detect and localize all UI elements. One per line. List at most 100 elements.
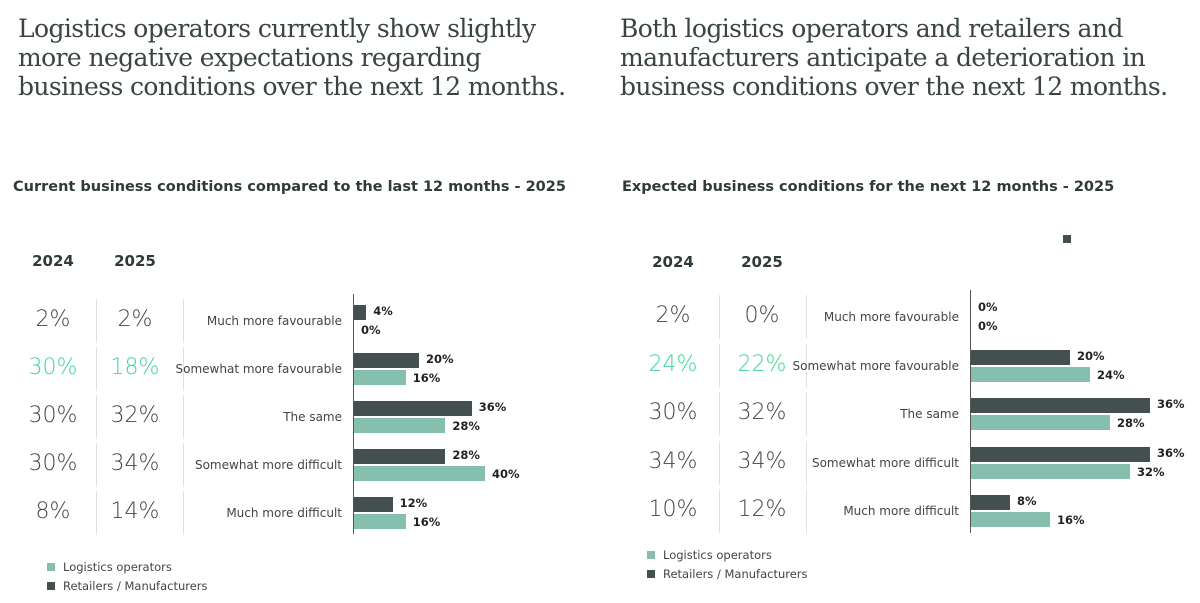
current-bar-retailers	[353, 401, 472, 416]
current-2025-value: 2%	[117, 307, 153, 332]
current-bar-logistics	[353, 370, 406, 385]
expected-col-2024-header: 2024	[652, 253, 694, 271]
current-category-label: Somewhat more favourable	[175, 362, 342, 376]
current-2024-value: 30%	[28, 355, 78, 380]
current-label-retailers: 12%	[399, 496, 428, 510]
legend-label-retailers: Retailers / Manufacturers	[63, 579, 208, 593]
right-panel: Both logistics operators and retailers a…	[600, 0, 1200, 603]
expected-2025-value: 34%	[737, 448, 787, 474]
current-label-retailers: 28%	[452, 448, 480, 462]
left-panel: Logistics operators currently show sligh…	[13, 14, 566, 593]
current-category-label: Much more difficult	[226, 506, 342, 520]
right-chart-title: Expected business conditions for the nex…	[622, 179, 1115, 195]
current-2025-value: 32%	[110, 403, 160, 428]
legend-label-logistics: Logistics operators	[63, 560, 172, 574]
expected-2025-value: 12%	[737, 497, 787, 522]
expected-bar-retailers	[970, 446, 1150, 462]
current-label-retailers: 4%	[373, 304, 393, 318]
expected-column-divider	[719, 295, 720, 339]
expected-label-retailers: 36%	[1157, 445, 1185, 460]
current-2024-value: 30%	[28, 451, 78, 476]
expected-column-divider	[806, 440, 807, 485]
current-axis-line	[353, 294, 354, 534]
current-2025-value: 14%	[110, 499, 160, 524]
stray-legend-mark	[1063, 235, 1071, 243]
current-column-divider	[183, 347, 184, 391]
expected-label-logistics: 16%	[1057, 513, 1085, 527]
expected-label-logistics: 28%	[1117, 416, 1145, 430]
current-label-logistics: 0%	[361, 323, 381, 337]
legend-swatch-logistics	[47, 563, 55, 571]
expected-column-divider	[806, 295, 807, 339]
current-bar-logistics	[353, 466, 485, 481]
expected-bar-retailers	[970, 349, 1070, 365]
expected-bar-retailers	[970, 495, 1010, 510]
current-category-label: Somewhat more difficult	[194, 458, 342, 472]
expected-bar-logistics	[970, 512, 1050, 527]
current-label-logistics: 28%	[452, 419, 480, 433]
expected-label-logistics: 24%	[1097, 367, 1125, 382]
legend-swatch-logistics	[647, 551, 655, 559]
expected-2024-value: 2%	[655, 303, 691, 328]
current-column-divider	[183, 395, 184, 439]
expected-2025-value: 0%	[744, 303, 780, 328]
current-2024-value: 8%	[35, 499, 71, 524]
expected-category-label: The same	[900, 407, 959, 421]
current-column-divider	[183, 299, 184, 343]
current-bar-retailers	[353, 305, 367, 320]
expected-2024-value: 10%	[648, 497, 698, 522]
left-legend-logistics: Logistics operators	[47, 560, 172, 574]
expected-2025-value: 32%	[737, 400, 787, 425]
legend-swatch-retailers	[647, 570, 655, 578]
current-bar-logistics	[353, 418, 446, 433]
expected-label-logistics: 0%	[978, 319, 998, 333]
current-category-label: The same	[283, 410, 342, 424]
current-2025-value: 18%	[110, 355, 160, 380]
expected-bar-logistics	[970, 415, 1110, 430]
current-label-retailers: 20%	[426, 352, 454, 366]
expected-bar-logistics	[970, 366, 1090, 382]
current-column-divider	[183, 443, 184, 487]
current-label-logistics: 16%	[412, 515, 441, 529]
expected-category-label: Somewhat more difficult	[811, 455, 959, 470]
expected-label-retailers: 36%	[1157, 397, 1185, 411]
left-headline: Logistics operators currently show sligh…	[18, 14, 566, 101]
current-label-logistics: 40%	[492, 467, 520, 481]
expected-column-divider	[806, 392, 807, 436]
current-bar-retailers	[353, 497, 393, 512]
expected-category-label: Somewhat more favourable	[792, 358, 959, 373]
current-category-label: Much more favourable	[206, 314, 342, 328]
expected-category-label: Much more favourable	[823, 310, 959, 324]
current-column-divider	[96, 491, 97, 535]
expected-column-divider	[719, 392, 720, 436]
expected-2025-value: 22%	[737, 351, 787, 377]
current-column-divider	[96, 443, 97, 487]
current-2024-value: 30%	[28, 403, 78, 428]
expected-column-divider	[719, 489, 720, 533]
expected-column-divider	[806, 343, 807, 388]
current-2024-value: 2%	[35, 307, 71, 332]
legend-label-logistics: Logistics operators	[663, 548, 772, 562]
right-legend-retailers: Retailers / Manufacturers	[647, 567, 808, 581]
current-col-2024-header: 2024	[32, 252, 74, 270]
current-column-divider	[183, 491, 184, 535]
current-2025-value: 34%	[110, 451, 160, 476]
legend-swatch-retailers	[47, 582, 55, 590]
right-headline: Both logistics operators and retailers a…	[620, 14, 1168, 101]
current-col-2025-header: 2025	[114, 252, 156, 270]
current-bar-logistics	[353, 514, 406, 529]
expected-bar-logistics	[970, 463, 1130, 479]
expected-column-divider	[719, 343, 720, 388]
left-chart-title: Current business conditions compared to …	[13, 179, 566, 195]
right-legend-logistics: Logistics operators	[647, 548, 772, 562]
current-column-divider	[96, 347, 97, 391]
current-label-logistics: 16%	[412, 371, 441, 385]
expected-column-divider	[719, 440, 720, 485]
left-legend-retailers: Retailers / Manufacturers	[47, 579, 208, 593]
expected-label-retailers: 20%	[1077, 348, 1105, 363]
current-column-divider	[96, 395, 97, 439]
current-bar-retailers	[353, 353, 419, 368]
legend-label-retailers: Retailers / Manufacturers	[663, 567, 808, 581]
current-column-divider	[96, 299, 97, 343]
expected-axis-line	[970, 290, 971, 533]
